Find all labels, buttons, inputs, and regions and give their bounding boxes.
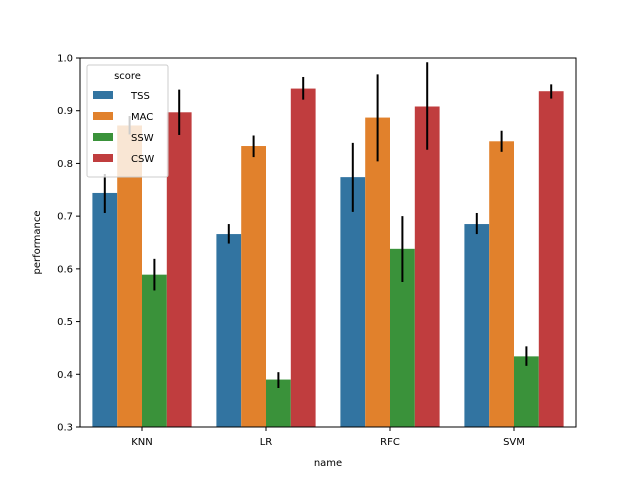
bar-tss-svm (464, 224, 490, 427)
bar-csw-knn (166, 112, 192, 427)
legend-swatch-ssw (93, 133, 113, 141)
legend: score TSS MAC SSW CSW (86, 64, 169, 178)
error-bars-layer (103, 62, 553, 388)
bar-mac-rfc (365, 117, 390, 428)
y-tick-label: 0.8 (57, 159, 73, 170)
y-tick-label: 0.3 (57, 423, 73, 434)
y-tick-label: 0.6 (57, 264, 73, 275)
legend-label-mac: MAC (131, 112, 153, 123)
bar-tss-lr (216, 234, 242, 427)
bar-tss-knn (92, 192, 118, 427)
legend-swatch-mac (93, 112, 113, 120)
y-axis: 0.3 0.4 0.5 0.6 0.7 0.8 0.9 1.0 (57, 54, 80, 434)
y-tick-label: 0.7 (57, 212, 73, 223)
bar-mac-svm (489, 141, 514, 427)
bar-csw-svm (538, 91, 564, 428)
plot-frame (79, 57, 577, 428)
bar-csw-lr (290, 88, 316, 428)
x-axis: KNN LR RFC SVM (131, 427, 525, 448)
legend-label-ssw: SSW (131, 133, 154, 144)
bar-mac-lr (241, 146, 266, 428)
legend-title: score (114, 71, 141, 82)
y-axis-label: performance (32, 210, 43, 274)
bar-tss-rfc (340, 177, 366, 427)
y-tick-label: 0.9 (57, 106, 73, 117)
x-axis-label: name (314, 458, 342, 469)
y-tick-label: 1.0 (57, 54, 73, 65)
legend-label-tss: TSS (130, 91, 150, 102)
x-tick-label: KNN (131, 437, 153, 448)
legend-swatch-csw (93, 154, 113, 162)
y-tick-label: 0.5 (57, 317, 73, 328)
legend-swatch-tss (93, 91, 113, 99)
bar-ssw-svm (514, 356, 539, 427)
legend-label-csw: CSW (131, 154, 154, 165)
bar-csw-rfc (414, 106, 440, 428)
bars-layer (92, 88, 564, 428)
x-tick-label: LR (260, 437, 273, 448)
y-tick-label: 0.4 (57, 370, 73, 381)
x-tick-label: SVM (503, 437, 525, 448)
x-tick-label: RFC (380, 437, 400, 448)
bar-ssw-knn (142, 274, 167, 427)
